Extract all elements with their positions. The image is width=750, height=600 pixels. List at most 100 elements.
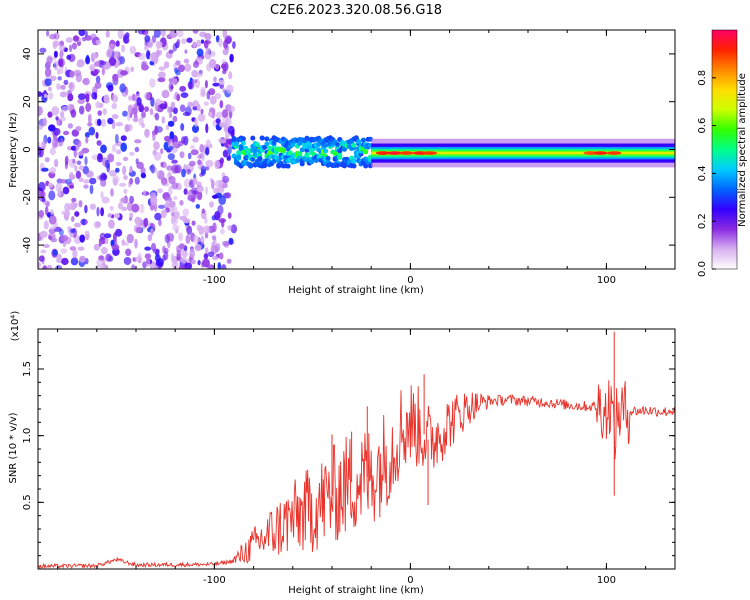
spectrogram-cell: [63, 79, 69, 86]
spectrogram-cell: [100, 191, 104, 199]
spectrogram-cell: [122, 241, 129, 246]
spectrogram-cell: [113, 50, 120, 59]
spectrogram-cell: [178, 64, 185, 73]
spectrogram-cell: [191, 187, 199, 195]
spectrogram-cell: [38, 142, 41, 147]
spectrogram-cell: [67, 93, 74, 102]
spectrogram-cell: [46, 56, 53, 65]
spectrogram-cell: [67, 103, 75, 111]
spectrogram-cell: [84, 156, 88, 166]
spectrogram-cell: [271, 158, 277, 164]
spectrogram-cell: [64, 155, 69, 166]
spectrogram-cell: [76, 160, 82, 166]
spectrogram-cell: [195, 204, 200, 209]
spectrogram-cell: [207, 111, 213, 117]
spectrogram-cell: [65, 37, 74, 43]
spectrogram-cell: [98, 240, 102, 247]
spectrogram-axes: -100 0 100 -40 -20 0 20 40: [22, 30, 675, 286]
figure-title: C2E6.2023.320.08.56.G18: [270, 3, 442, 18]
spectrogram-cell: [150, 227, 154, 236]
spectrogram-cell: [280, 147, 286, 153]
spectrogram-cell: [197, 159, 202, 165]
spectrogram-cell: [197, 260, 201, 266]
spectrogram-cell: [132, 117, 139, 123]
spectrogram-cell: [203, 253, 209, 260]
spectrogram-peak: [593, 151, 608, 155]
spectrogram-cell: [226, 258, 232, 264]
spectrogram-cell: [226, 84, 234, 94]
spectrogram-cell: [196, 39, 202, 47]
spectrogram-cell: [124, 124, 130, 133]
spectrogram-cell: [160, 30, 166, 37]
spectrogram-cell: [184, 49, 188, 54]
spectrogram-cell: [49, 147, 56, 156]
spectrogram-cell: [78, 150, 85, 156]
spectrogram-cell: [299, 147, 305, 153]
spectrogram-cell: [74, 202, 78, 208]
spectrogram-cell: [52, 249, 58, 256]
spectrogram-cell: [120, 70, 128, 76]
spectrogram-cell: [213, 76, 217, 83]
spectrogram-cell: [173, 196, 178, 201]
spectrogram-cell: [335, 162, 340, 168]
spectrogram-cell: [144, 246, 152, 251]
spectrogram-cell: [134, 139, 142, 144]
spectrogram-cell: [166, 106, 172, 114]
spectrogram-cell: [145, 257, 151, 267]
spectrogram-cell: [189, 248, 196, 258]
spectrogram-cell: [221, 63, 227, 70]
spectrogram-cell: [97, 118, 102, 126]
spectrogram-cell: [121, 44, 125, 53]
colorbar-tick-label: 0.8: [697, 70, 708, 86]
spectrogram-cell: [171, 182, 179, 190]
spectrogram-cell: [214, 159, 221, 170]
spectrogram-cell: [71, 216, 75, 222]
snr-axes: -100 0 100 0.5 1.0 1.5: [22, 329, 675, 586]
spectrogram-cell: [178, 232, 184, 242]
spectrogram-cell: [38, 255, 45, 262]
spectrogram-cell: [129, 177, 134, 185]
spectrogram-cell: [68, 82, 74, 90]
spectrogram-cell: [83, 179, 90, 184]
spectrogram-cell: [192, 106, 198, 111]
spectrogram-cell: [226, 37, 232, 45]
spectrogram-cell: [182, 218, 191, 224]
spectrogram-cell: [134, 146, 140, 153]
spectrogram-cell: [130, 66, 134, 73]
spectrogram-cell: [151, 35, 157, 43]
spectrogram-cell: [38, 210, 45, 218]
spectrogram-cell: [208, 88, 216, 96]
spectrogram-cell: [168, 78, 173, 83]
spectrogram-cell: [219, 157, 224, 164]
spectrogram-cell: [43, 93, 48, 99]
spectrogram-cell: [221, 264, 227, 269]
spectrogram-cell: [149, 78, 156, 88]
spectrogram-cell: [74, 165, 78, 172]
spectrogram-cell: [49, 75, 57, 82]
colorbar: 0.0 0.2 0.4 0.6 0.8 Normalized spectral ampl…: [697, 29, 748, 277]
spectrogram-cell: [89, 184, 94, 195]
spectrogram-cell: [60, 84, 66, 90]
spectrogram-cell: [150, 195, 158, 206]
spectrogram-cell: [79, 255, 86, 263]
spectrogram-cell: [48, 190, 56, 201]
spectrogram-cell: [118, 202, 123, 210]
spectrogram-cell: [123, 188, 128, 194]
spectrogram-cell: [113, 213, 120, 219]
spectrogram-cell: [60, 234, 69, 242]
spectrogram-cell: [172, 115, 178, 123]
spectrogram-cell: [144, 35, 151, 43]
spectrogram-cell: [95, 39, 102, 45]
spectrogram-xtick-label: -100: [203, 275, 226, 286]
spectrogram-cell: [67, 123, 73, 129]
spectrogram-cell: [100, 60, 107, 66]
spectrogram-cell: [172, 141, 178, 148]
spectrogram-cell: [78, 30, 86, 37]
spectrogram-cell: [104, 233, 112, 239]
spectrogram-peak: [413, 151, 428, 155]
spectrogram-cell: [168, 49, 174, 54]
spectrogram-cell: [332, 151, 338, 156]
spectrogram-cell: [323, 148, 329, 154]
spectrogram-ytick-label: 40: [22, 48, 33, 61]
spectrogram-cell: [56, 83, 61, 91]
